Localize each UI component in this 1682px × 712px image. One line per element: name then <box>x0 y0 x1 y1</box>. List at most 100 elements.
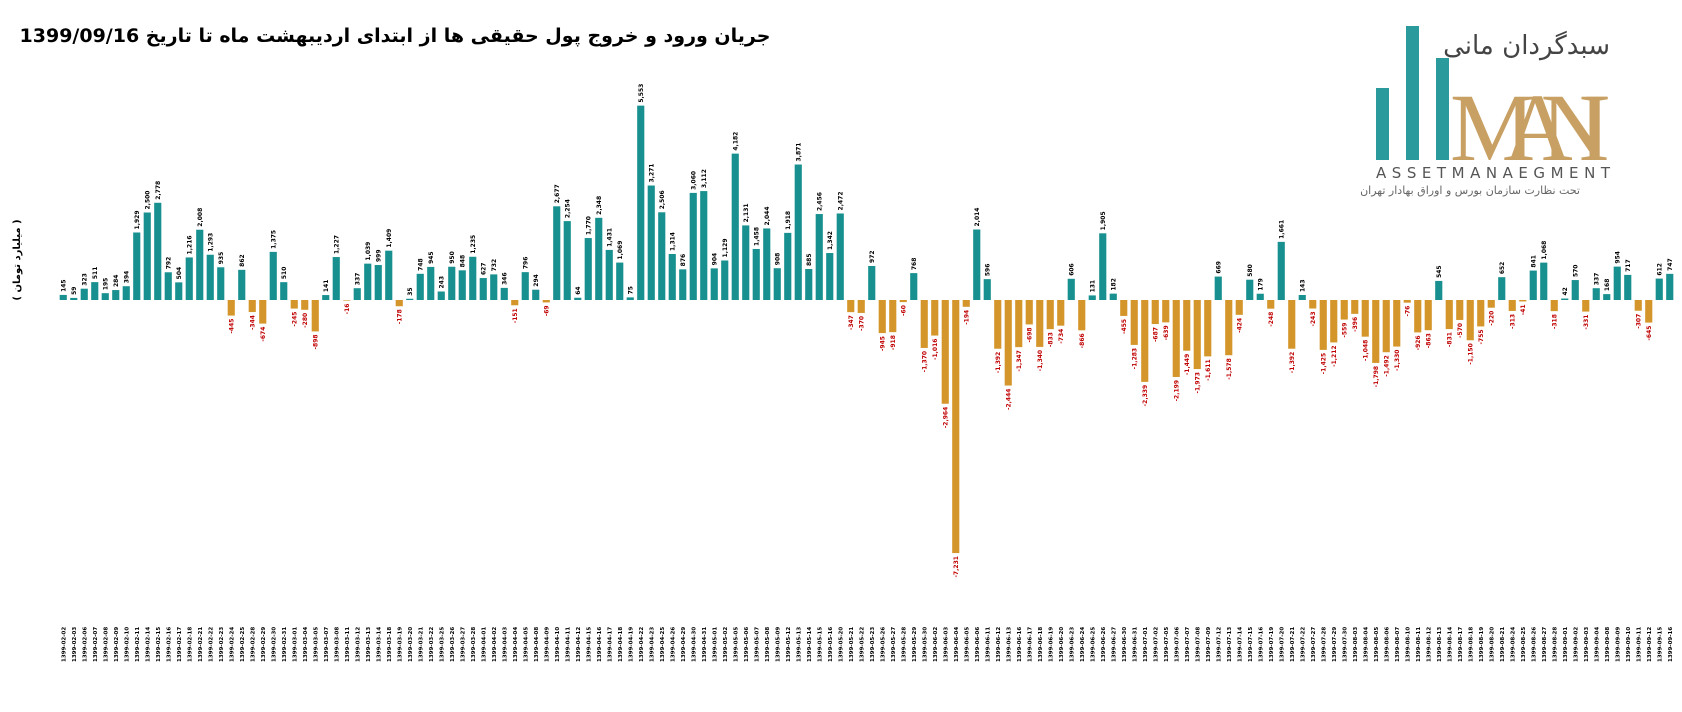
x-tick-label: 1399-06-27 <box>1111 627 1117 662</box>
value-label: 1,431 <box>606 228 613 247</box>
value-label: 1,293 <box>207 233 214 252</box>
x-tick-label: 1399-04-08 <box>534 627 540 662</box>
bar <box>826 253 834 300</box>
bar <box>1498 277 1506 300</box>
x-tick-label: 1399-08-25 <box>1521 627 1527 662</box>
x-tick-label: 1399-02-29 <box>261 627 267 662</box>
bar <box>1256 293 1264 300</box>
x-tick-label: 1399-06-04 <box>954 627 960 662</box>
x-tick-label: 1399-02-09 <box>114 627 120 662</box>
x-tick-label: 1399-08-04 <box>1363 627 1369 662</box>
x-tick-label: 1399-06-30 <box>1122 627 1128 662</box>
bar <box>773 268 781 300</box>
x-tick-label: 1399-06-05 <box>964 627 970 662</box>
bar <box>1330 300 1338 343</box>
x-tick-label: 1399-03-27 <box>460 627 466 662</box>
value-label: 145 <box>60 279 67 292</box>
value-label: 945 <box>428 251 435 264</box>
bar <box>490 274 498 300</box>
x-tick-label: 1399-04-18 <box>618 627 624 662</box>
bar <box>185 257 193 300</box>
x-tick-label: 1399-05-23 <box>870 627 876 662</box>
value-label: -2,444 <box>1005 389 1012 410</box>
bar <box>1561 298 1569 300</box>
value-label: -1,016 <box>932 339 939 360</box>
value-label: 2,008 <box>197 208 204 227</box>
x-tick-label: 1399-09-12 <box>1647 627 1653 662</box>
value-label: 2,131 <box>743 203 750 222</box>
x-tick-label: 1399-02-21 <box>198 627 204 662</box>
bar <box>878 300 886 334</box>
x-tick-label: 1399-02-31 <box>282 627 288 662</box>
value-label: -243 <box>1310 312 1317 327</box>
bar <box>437 291 445 300</box>
value-label: -1,347 <box>1016 350 1023 371</box>
x-tick-label: 1399-03-20 <box>408 627 414 662</box>
x-tick-label: 1399-03-05 <box>313 627 319 662</box>
value-label: -1,392 <box>1289 352 1296 373</box>
bar <box>154 202 162 300</box>
x-tick-label: 1399-03-26 <box>450 627 456 662</box>
value-label: -1,425 <box>1320 353 1327 374</box>
bar <box>1550 300 1558 312</box>
bar <box>500 287 508 300</box>
value-label: 612 <box>1656 263 1663 276</box>
value-label: 862 <box>239 254 246 267</box>
x-tick-label: 1399-08-26 <box>1531 627 1537 662</box>
x-tick-label: 1399-08-13 <box>1437 627 1443 662</box>
value-label: 841 <box>1530 255 1537 268</box>
value-label: 3,112 <box>701 169 708 188</box>
bar <box>1655 278 1663 300</box>
bar <box>1036 300 1044 347</box>
bar <box>647 185 655 300</box>
bar <box>1141 300 1149 382</box>
bar <box>574 297 582 300</box>
value-label: -7,231 <box>953 556 960 577</box>
x-tick-label: 1399-05-08 <box>765 627 771 662</box>
value-label: 627 <box>480 263 487 276</box>
x-tick-label: 1399-07-27 <box>1311 627 1317 662</box>
bar <box>1582 300 1590 312</box>
value-label: -570 <box>1457 323 1464 338</box>
bar <box>448 266 456 300</box>
bar <box>563 221 571 300</box>
x-tick-label: 1399-05-02 <box>723 627 729 662</box>
x-tick-label: 1399-04-04 <box>513 627 519 662</box>
bar <box>1508 300 1516 311</box>
bar <box>1277 241 1285 300</box>
value-label: 999 <box>375 250 382 263</box>
value-label: -1,048 <box>1362 340 1369 361</box>
value-label: 1,069 <box>617 241 624 260</box>
value-label: 768 <box>911 258 918 271</box>
x-tick-label: 1399-09-09 <box>1615 627 1621 662</box>
bar <box>679 269 687 300</box>
logo-name: MANI <box>1450 74 1610 181</box>
value-label: 748 <box>417 258 424 271</box>
value-label: -1,283 <box>1131 348 1138 369</box>
bar <box>1057 300 1065 326</box>
bar <box>1540 262 1548 300</box>
bar <box>175 282 183 300</box>
value-label: 337 <box>354 273 361 286</box>
value-label: -2,339 <box>1142 385 1149 406</box>
x-tick-label: 1399-02-14 <box>145 627 151 662</box>
x-tick-label: 1399-07-29 <box>1332 627 1338 662</box>
bar <box>1214 276 1222 300</box>
x-tick-label: 1399-05-14 <box>807 627 813 662</box>
value-label: 1,235 <box>470 235 477 254</box>
value-label: 717 <box>1625 259 1632 272</box>
x-tick-label: 1399-08-21 <box>1500 627 1506 662</box>
bar <box>416 273 424 300</box>
bar <box>343 300 351 301</box>
value-label: 545 <box>1436 265 1443 278</box>
value-label: -151 <box>512 308 519 323</box>
value-label: 972 <box>869 250 876 263</box>
value-label: -2,964 <box>942 407 949 428</box>
value-label: 669 <box>1215 261 1222 274</box>
x-tick-label: 1399-09-08 <box>1605 627 1611 662</box>
value-label: -698 <box>1026 327 1033 342</box>
x-tick-label: 1399-05-12 <box>786 627 792 662</box>
value-label: 42 <box>1562 287 1569 295</box>
x-tick-label: 1399-07-05 <box>1164 627 1170 662</box>
